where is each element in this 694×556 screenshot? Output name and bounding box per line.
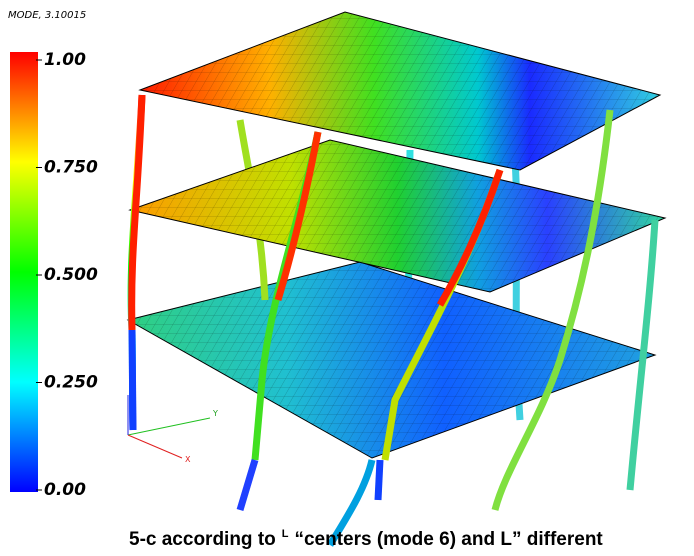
colorbar-ticks: 1.00 0.750 0.500 0.250 0.00 (36, 50, 98, 500)
caption-part: 5-c according to (129, 529, 276, 550)
colorbar (10, 52, 38, 492)
tick-label: 0.250 (44, 373, 98, 393)
caption-part: “centers (mode 6) and L” different (294, 529, 603, 550)
structure (128, 12, 665, 545)
axis-label: X (185, 455, 191, 464)
caption-part: L (282, 528, 289, 540)
caption: 5-c according to L “centers (mode 6) and L… (129, 528, 603, 550)
tick-label: 0.750 (44, 158, 98, 178)
tick-label: 0.500 (44, 265, 98, 285)
figure: MODE, 3.10015 1.00 0.750 0.500 0.250 0.00 (0, 0, 694, 556)
tick-label: 1.00 (44, 50, 86, 70)
tick-label: 0.00 (44, 480, 86, 500)
axis-label: Y (212, 409, 218, 418)
axis-triad: Y X (128, 395, 218, 464)
legend-title: MODE, 3.10015 (8, 10, 86, 21)
